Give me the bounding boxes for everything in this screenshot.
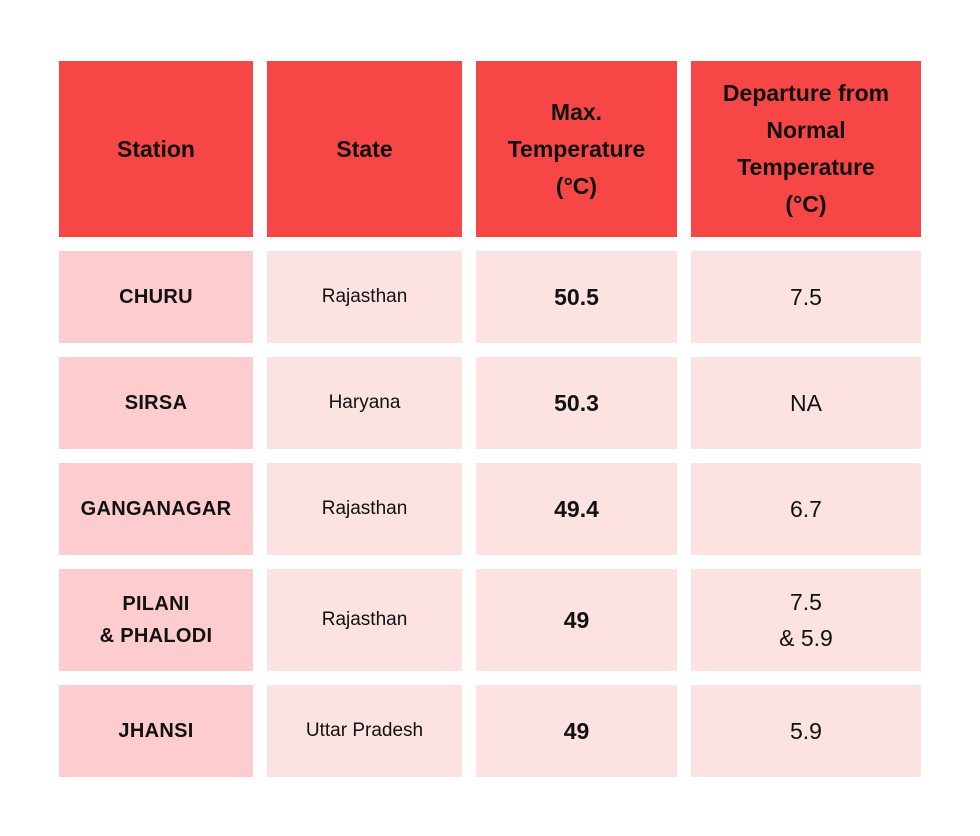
state-cell: Rajasthan	[267, 569, 462, 671]
station-cell: SIRSA	[59, 357, 253, 449]
state-cell: Haryana	[267, 357, 462, 449]
max-temp-cell: 50.5	[476, 251, 677, 343]
max-temp-cell: 49	[476, 685, 677, 777]
station-cell: GANGANAGAR	[59, 463, 253, 555]
max-temp-cell: 49.4	[476, 463, 677, 555]
station-cell: JHANSI	[59, 685, 253, 777]
departure-cell: 7.5	[691, 251, 921, 343]
departure-cell: 7.5 & 5.9	[691, 569, 921, 671]
departure-cell: 5.9	[691, 685, 921, 777]
header-max-temperature: Max. Temperature (°C)	[476, 61, 677, 237]
departure-cell: 6.7	[691, 463, 921, 555]
header-station: Station	[59, 61, 253, 237]
temperature-table: Station State Max. Temperature (°C) Depa…	[59, 61, 921, 777]
max-temp-cell: 49	[476, 569, 677, 671]
state-cell: Rajasthan	[267, 251, 462, 343]
station-cell: CHURU	[59, 251, 253, 343]
state-cell: Uttar Pradesh	[267, 685, 462, 777]
state-cell: Rajasthan	[267, 463, 462, 555]
header-state: State	[267, 61, 462, 237]
departure-cell: NA	[691, 357, 921, 449]
max-temp-cell: 50.3	[476, 357, 677, 449]
header-departure: Departure from Normal Temperature (°C)	[691, 61, 921, 237]
station-cell: PILANI & PHALODI	[59, 569, 253, 671]
